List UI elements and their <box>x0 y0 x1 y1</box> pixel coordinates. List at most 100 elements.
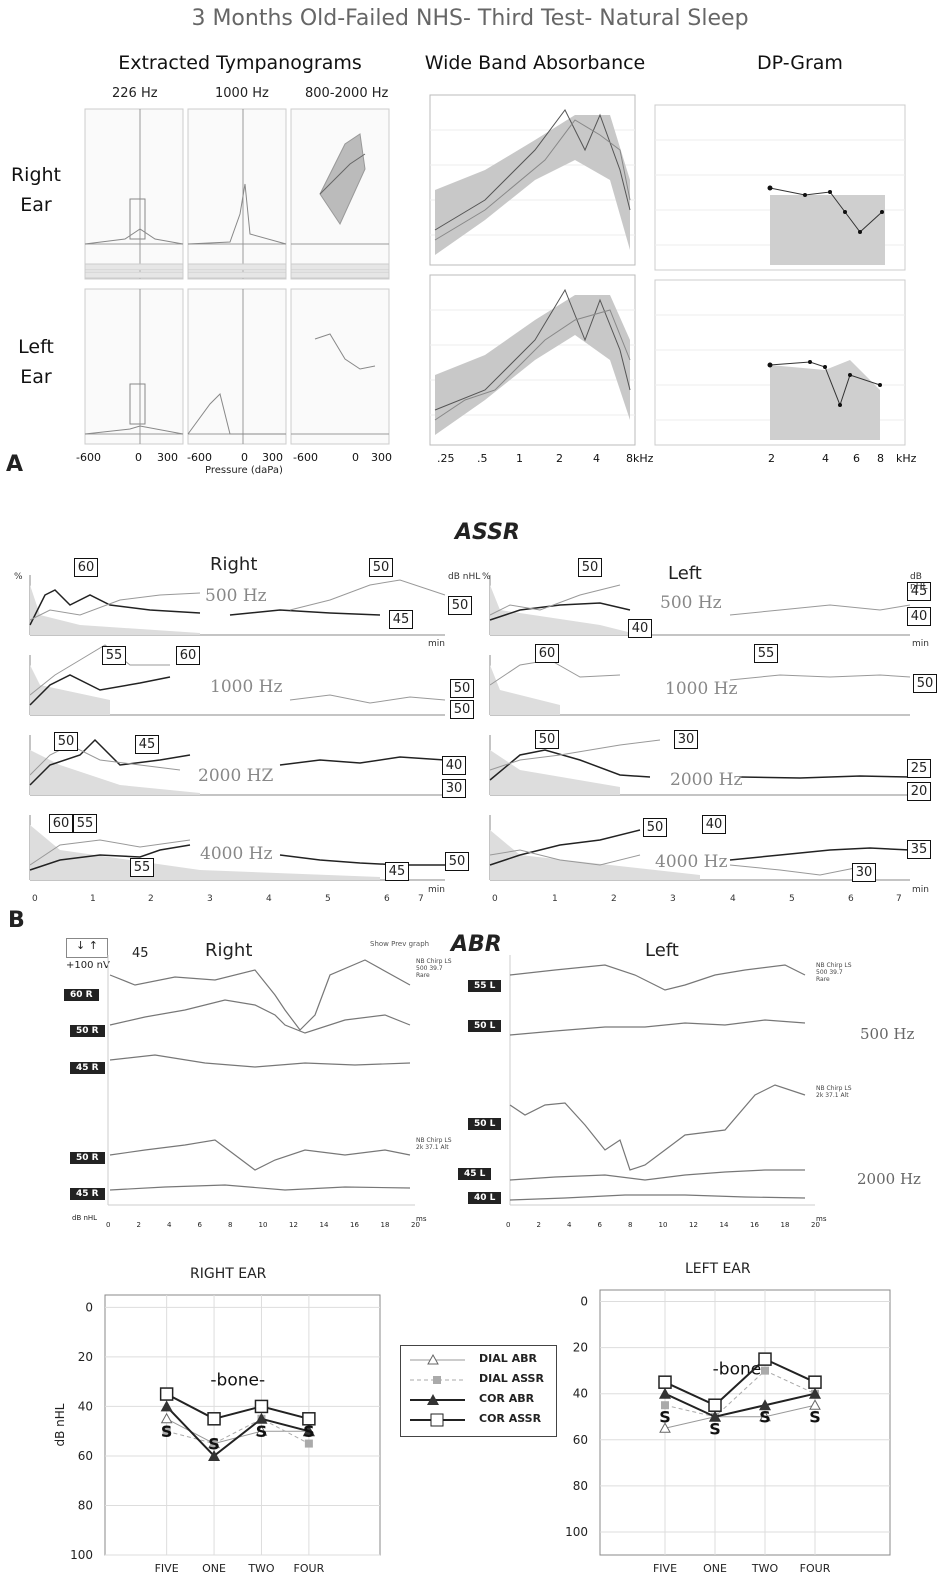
abr-x-tick: 8 <box>228 1221 233 1229</box>
data-point <box>302 1412 316 1426</box>
assr-threshold-box: 50 <box>578 558 602 577</box>
abr-x-tick: 10 <box>258 1221 268 1229</box>
series-line <box>664 1392 816 1418</box>
series-line <box>165 1405 310 1458</box>
abr-chip: 50 R <box>70 1152 105 1164</box>
assr-threshold-box: 35 <box>907 840 931 859</box>
assr-threshold-box: 50 <box>450 679 474 698</box>
data-point <box>210 1439 219 1448</box>
assr-x-tick: 2 <box>148 894 154 904</box>
data-point <box>658 1375 672 1389</box>
assr-threshold-box: 45 <box>907 582 931 601</box>
assr-threshold-box: 30 <box>852 863 876 882</box>
assr-threshold-box: 45 <box>389 610 413 629</box>
right-ear-label: Right Ear <box>10 164 62 216</box>
abr-right-label: Right <box>205 940 253 961</box>
assr-freq-label: 500 Hz <box>205 586 267 606</box>
assr-threshold-box: 60 <box>49 814 73 833</box>
assr-threshold-box: 50 <box>643 818 667 837</box>
legend-label: DIAL ABR <box>479 1352 537 1365</box>
data-point <box>661 1401 669 1410</box>
chart-legend: DIAL ABR DIAL ASSR COR ABR COR ASSR <box>400 1345 557 1437</box>
abr-x-tick: 4 <box>167 1221 172 1229</box>
assr-x-tick: 4 <box>266 894 272 904</box>
abr-title: ABR <box>451 932 502 957</box>
assr-min-unit: min <box>912 885 929 895</box>
data-point <box>304 1439 313 1448</box>
assr-x-tick: 1 <box>552 894 558 904</box>
assr-left-label: Left <box>668 563 702 584</box>
assr-freq-label: 2000 Hz <box>670 770 743 790</box>
assr-threshold-box: 25 <box>907 759 931 778</box>
tymp-heading: Extracted Tympanograms <box>118 52 362 74</box>
dp-gram-plots <box>654 104 906 446</box>
assr-threshold-box: 50 <box>913 674 937 693</box>
abr-x-tick: 14 <box>319 1221 329 1229</box>
assr-title: ASSR <box>455 520 520 545</box>
assr-x-tick: 3 <box>207 894 213 904</box>
assr-threshold-box: 20 <box>907 782 931 801</box>
data-point <box>761 1366 769 1375</box>
assr-x-tick: 1 <box>90 894 96 904</box>
y-tick-label: 20 <box>573 1341 588 1355</box>
assr-pct-unit: % <box>482 572 491 582</box>
assr-min-unit: min <box>912 639 929 649</box>
abr-x-tick: 0 <box>106 1221 111 1229</box>
left-ear-threshold-chart: 0 20 40 60 80 100 FIVE ONE TWO FOUR -bone- S S S S <box>565 1289 891 1575</box>
pressure-tick: 300 <box>371 451 392 464</box>
y-tick-label: 60 <box>78 1449 93 1463</box>
abr-x-tick: 14 <box>719 1221 729 1229</box>
wba-tick: .5 <box>477 452 488 465</box>
x-tick-label: ONE <box>703 1562 727 1575</box>
abr-x-tick: 2 <box>536 1221 541 1229</box>
y-tick-label: 100 <box>565 1525 588 1539</box>
data-point <box>162 1427 171 1436</box>
dp-tick: 6 <box>853 452 860 465</box>
bone-marker: S <box>659 1408 671 1427</box>
abr-trace-note: NB Chirp LS 500 39.7 Rare <box>816 962 852 983</box>
abr-chip: 60 R <box>64 989 99 1001</box>
x-tick-label: ONE <box>202 1562 226 1575</box>
abr-x-unit: ms <box>416 1215 427 1223</box>
pressure-axis-label: Pressure (daPa) <box>205 465 283 476</box>
bone-marker: S <box>759 1408 771 1427</box>
data-point <box>708 1398 722 1412</box>
abr-trace-note: NB Chirp LS 2k 37.1 Alt <box>416 1137 452 1151</box>
abr-scale-arrows-icon[interactable]: ↓ ↑ <box>66 938 108 958</box>
y-tick-label: 0 <box>85 1300 93 1314</box>
assr-freq-label: 1000 Hz <box>210 677 283 697</box>
assr-x-tick: 2 <box>611 894 617 904</box>
abr-freq-500: 500 Hz <box>860 1025 915 1043</box>
abr-trace-note: NB Chirp LS 2k 37.1 Alt <box>816 1085 852 1099</box>
abr-chip: 50 R <box>70 1025 105 1037</box>
pressure-tick: -600 <box>76 451 101 464</box>
assr-threshold-box: 55 <box>754 644 778 663</box>
assr-threshold-box: 50 <box>54 732 78 751</box>
assr-x-tick: 5 <box>789 894 795 904</box>
left-ear-label: Left Ear <box>18 336 54 388</box>
abr-x-tick: 0 <box>506 1221 511 1229</box>
legend-markers <box>410 1353 465 1427</box>
wba-tick: 4 <box>593 452 600 465</box>
pressure-tick: 0 <box>352 451 359 464</box>
data-point <box>254 1399 269 1414</box>
abr-chip: 45 L <box>458 1168 492 1180</box>
assr-freq-label: 4000 Hz <box>200 844 273 864</box>
wba-tick: .25 <box>437 452 455 465</box>
assr-x-tick: 7 <box>418 894 424 904</box>
y-tick-label: 40 <box>78 1399 93 1413</box>
show-prev-graph-toggle[interactable]: Show Prev graph <box>370 940 430 948</box>
assr-x-tick: 6 <box>848 894 854 904</box>
abr-y-unit: dB nHL <box>72 1214 98 1222</box>
abr-scale-value: 45 <box>132 946 149 961</box>
abr-waveforms <box>107 955 815 1206</box>
assr-threshold-box: 60 <box>535 644 559 663</box>
data-point <box>809 1387 821 1399</box>
bone-marker: S <box>709 1419 721 1438</box>
assr-pct-unit: % <box>14 572 23 582</box>
bone-marker: S <box>208 1435 220 1454</box>
abr-trace-note: NB Chirp LS 500 39.7 Rare <box>416 958 452 979</box>
assr-threshold-box: 30 <box>674 730 698 749</box>
assr-threshold-box: 60 <box>74 558 98 577</box>
y-tick-label: 80 <box>573 1479 588 1493</box>
